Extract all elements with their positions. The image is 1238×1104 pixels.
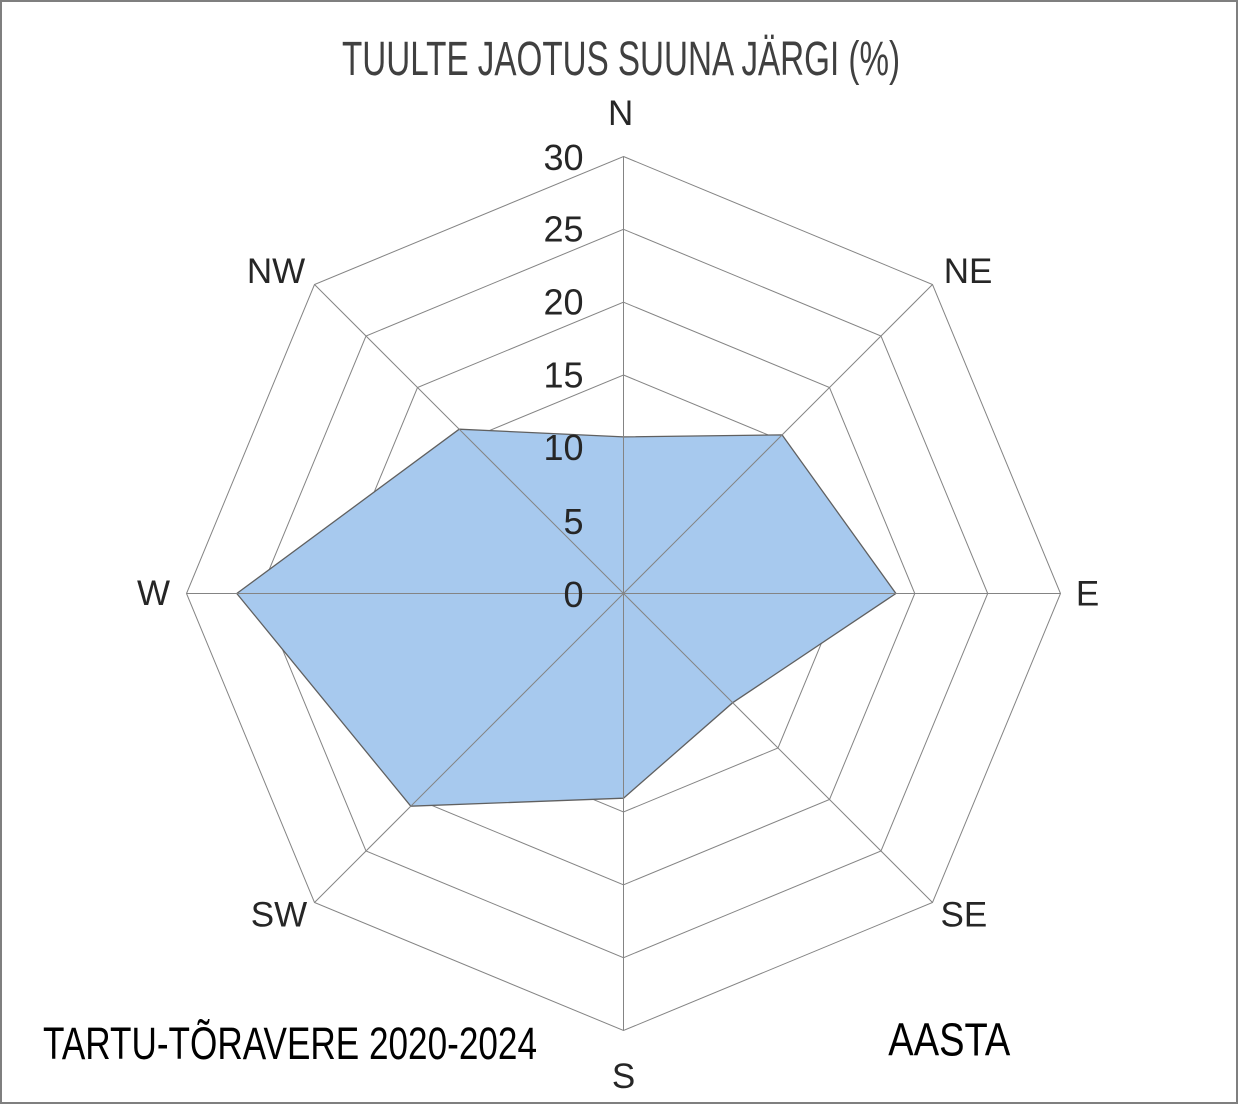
svg-text:20: 20 xyxy=(543,282,583,323)
svg-text:15: 15 xyxy=(543,354,583,395)
svg-text:NE: NE xyxy=(944,252,993,291)
svg-text:SE: SE xyxy=(941,896,988,935)
svg-text:10: 10 xyxy=(543,427,583,468)
svg-text:S: S xyxy=(612,1057,635,1096)
svg-text:25: 25 xyxy=(543,209,583,250)
svg-text:NW: NW xyxy=(247,252,305,291)
svg-text:5: 5 xyxy=(563,501,583,542)
svg-text:E: E xyxy=(1076,575,1099,614)
svg-text:N: N xyxy=(608,94,633,133)
svg-text:W: W xyxy=(137,574,170,613)
svg-text:AASTA: AASTA xyxy=(888,1014,1010,1066)
svg-text:TARTU-TÕRAVERE 2020-2024: TARTU-TÕRAVERE 2020-2024 xyxy=(43,1018,537,1069)
svg-text:0: 0 xyxy=(563,574,583,615)
svg-text:30: 30 xyxy=(543,137,583,178)
svg-text:TUULTE JAOTUS SUUNA JÄRGI (%): TUULTE JAOTUS SUUNA JÄRGI (%) xyxy=(342,33,900,86)
svg-text:SW: SW xyxy=(251,896,307,935)
